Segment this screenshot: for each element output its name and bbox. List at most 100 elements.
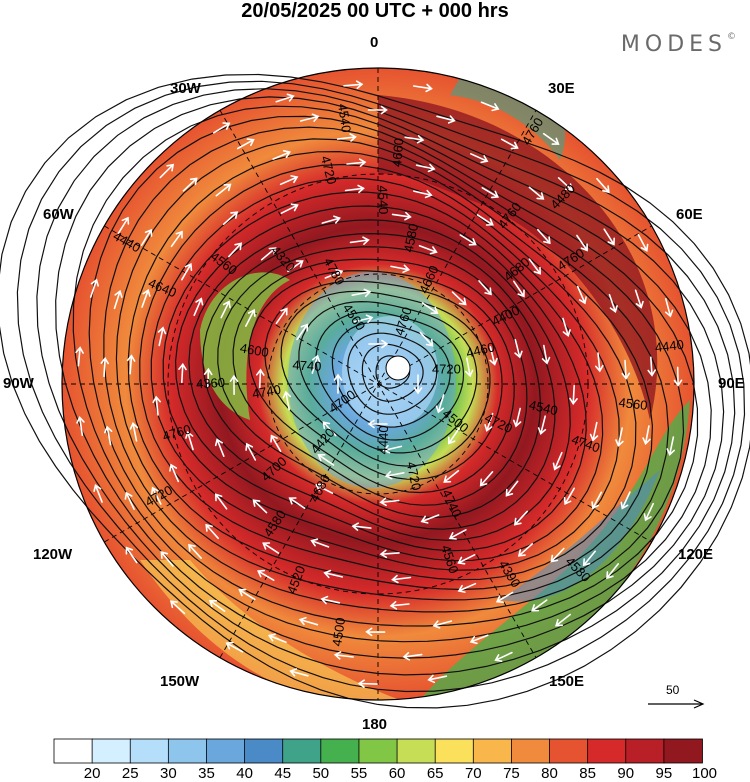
colorbar-bin bbox=[472, 738, 513, 764]
wind-arrow bbox=[528, 258, 542, 275]
wind-arrow bbox=[126, 354, 136, 375]
wind-arrow bbox=[402, 652, 423, 661]
wind-arrow bbox=[336, 133, 357, 142]
colorbar-tick-label: 85 bbox=[579, 765, 596, 782]
contour-line bbox=[0, 73, 750, 709]
wind-arrow bbox=[432, 620, 453, 629]
wind-arrow bbox=[245, 442, 257, 461]
colorbar-tick-label: 95 bbox=[655, 765, 673, 782]
wind-arrow bbox=[531, 599, 548, 612]
wind-arrow bbox=[550, 547, 565, 563]
wind-arrow bbox=[562, 317, 571, 338]
wind-arrow bbox=[169, 463, 180, 483]
brand-text: MODES bbox=[620, 32, 727, 57]
contour-line bbox=[188, 219, 571, 541]
wind-arrow bbox=[552, 451, 563, 471]
wind-arrow bbox=[333, 373, 343, 394]
lon-label-120w: 120W bbox=[33, 546, 73, 563]
wind-arrow bbox=[390, 264, 411, 273]
wind-arrow bbox=[459, 234, 477, 246]
wind-arrow bbox=[321, 215, 341, 224]
wind-arrow bbox=[228, 242, 243, 258]
contour-label: 4660 bbox=[389, 137, 406, 167]
pole-marker bbox=[385, 355, 411, 381]
contour-label: 4720 bbox=[318, 154, 340, 186]
wind-arrow bbox=[160, 551, 174, 567]
wind-arrow bbox=[484, 412, 494, 432]
contour-label: 4360 bbox=[196, 375, 226, 392]
wind-arrow bbox=[117, 216, 130, 234]
wind-arrow bbox=[495, 591, 514, 603]
wind-arrow bbox=[287, 260, 304, 273]
contour-label: 4740 bbox=[251, 382, 282, 402]
wind-arrow bbox=[296, 323, 308, 341]
colorbar-bin bbox=[396, 738, 437, 764]
wind-arrow bbox=[104, 425, 113, 446]
wind-arrow bbox=[236, 138, 255, 150]
wind-arrow bbox=[185, 430, 194, 451]
wind-arrow bbox=[513, 407, 522, 428]
wind-arrow bbox=[647, 356, 656, 377]
wind-arrow bbox=[542, 132, 560, 145]
colorbar-bin bbox=[358, 738, 398, 764]
colorbar-bin bbox=[167, 738, 208, 764]
colorbar-tick-label: 45 bbox=[274, 765, 292, 782]
wind-arrow bbox=[436, 115, 456, 124]
latitude-circle bbox=[267, 273, 489, 495]
wind-arrow bbox=[541, 344, 551, 365]
height-contours bbox=[0, 73, 750, 709]
wind-arrow bbox=[404, 135, 425, 144]
wind-arrow bbox=[333, 651, 354, 660]
wind-arrow bbox=[389, 601, 410, 610]
colorbar-bin bbox=[53, 738, 94, 764]
wind-arrow bbox=[606, 563, 619, 580]
contour-label: 4500 bbox=[329, 616, 348, 647]
wind-arrow bbox=[205, 523, 219, 540]
wind-arrow bbox=[299, 113, 320, 122]
wind-arrow bbox=[419, 331, 434, 347]
wind-arrow bbox=[478, 280, 492, 296]
lon-label-150w: 150W bbox=[160, 673, 200, 690]
wind-arrow bbox=[159, 163, 175, 179]
wind-arrow bbox=[317, 454, 335, 466]
wind-vectors bbox=[75, 80, 683, 688]
contour-label: 4720 bbox=[432, 362, 461, 377]
colorbar-bin bbox=[587, 738, 627, 764]
wind-arrow bbox=[421, 302, 439, 314]
wind-arrow bbox=[222, 211, 239, 225]
contour-line bbox=[331, 321, 451, 428]
wind-arrow bbox=[457, 582, 477, 593]
contour-line bbox=[174, 205, 587, 552]
wind-arrow bbox=[320, 595, 341, 605]
wind-arrow bbox=[563, 487, 575, 505]
wind-arrow bbox=[582, 550, 596, 567]
wind-arrow bbox=[608, 293, 618, 314]
wind-arrow bbox=[262, 542, 280, 554]
wind-arrow bbox=[353, 314, 374, 323]
brand-mark: © bbox=[727, 32, 736, 42]
contour-label: 4440 bbox=[375, 425, 391, 454]
wind-arrow bbox=[289, 668, 309, 677]
wind-arrow bbox=[500, 138, 519, 150]
wind-arrow bbox=[272, 150, 291, 160]
wind-arrow bbox=[514, 338, 523, 359]
contour-line bbox=[16, 80, 746, 693]
wind-arrow bbox=[464, 357, 474, 378]
wind-arrow bbox=[479, 471, 494, 487]
wind-arrow bbox=[275, 93, 295, 103]
colorbar-bin bbox=[320, 738, 360, 764]
wind-arrow bbox=[513, 510, 528, 526]
wind-arrow bbox=[315, 483, 334, 494]
colorbar-bin bbox=[244, 738, 284, 764]
contour-label: 4540 bbox=[335, 103, 354, 134]
wind-arrow bbox=[420, 514, 440, 524]
colorbar-tick-label: 65 bbox=[426, 765, 444, 782]
wind-arrow bbox=[384, 470, 405, 480]
wind-arrow bbox=[323, 569, 343, 579]
wind-arrow bbox=[517, 543, 534, 557]
contour-line bbox=[202, 232, 556, 530]
contour-line bbox=[361, 343, 424, 402]
wind-arrow bbox=[412, 83, 433, 93]
wind-arrow bbox=[346, 158, 367, 167]
